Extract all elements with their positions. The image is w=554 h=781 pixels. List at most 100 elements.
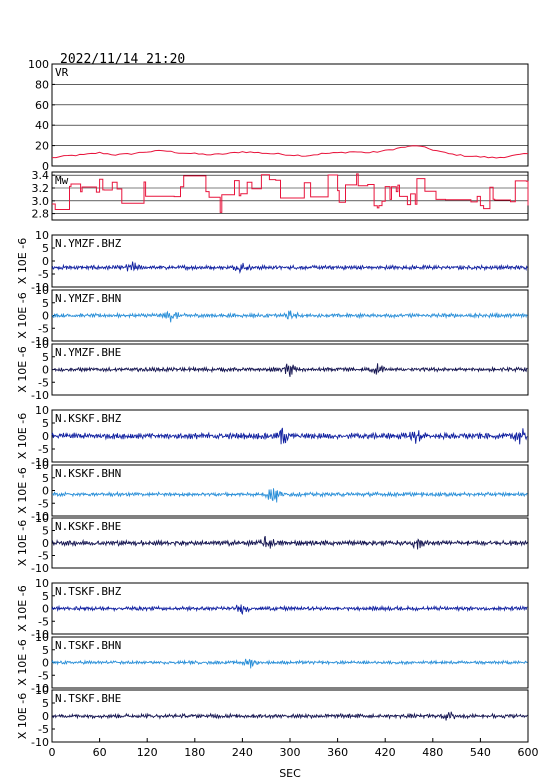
y-tick-label: 40: [35, 119, 49, 132]
x-axis: 0 60 120 180 240 300 360 420 480 540 600: [49, 738, 539, 759]
waveform-line: [51, 604, 528, 615]
y-tick-label: 80: [35, 78, 49, 91]
y-tick-label: 0: [42, 537, 49, 550]
panel-label: VR: [55, 66, 69, 79]
y-tick-label: 3.2: [32, 182, 50, 195]
x-tick-label: 240: [232, 746, 253, 759]
waveform-line: [52, 488, 528, 503]
y-axis-label: X 10E -6: [16, 413, 29, 459]
y-tick-label: -5: [38, 615, 49, 628]
y-tick-label: -10: [31, 628, 49, 641]
y-tick-label: -5: [38, 497, 49, 510]
y-tick-label: 0: [42, 657, 49, 670]
x-axis-label: SEC: [279, 767, 301, 780]
waveform-line: [51, 535, 528, 550]
x-tick-label: 180: [184, 746, 205, 759]
panel-label: N.YMZF.BHZ: [55, 237, 122, 250]
y-tick-label: 0: [42, 485, 49, 498]
y-tick-label: -10: [31, 736, 49, 749]
y-tick-label: -5: [38, 723, 49, 736]
panel-frame: [51, 171, 529, 221]
y-tick-label: 3.0: [32, 195, 50, 208]
y-tick-label: -5: [38, 268, 49, 281]
mw-series-line: [52, 173, 529, 213]
panel-label: Mw: [55, 174, 69, 187]
y-tick-label: 10: [35, 459, 49, 472]
y-tick-label: 5: [42, 590, 49, 603]
waveform-line: [51, 363, 528, 377]
x-tick-label: 540: [470, 746, 491, 759]
y-tick-label: 5: [42, 297, 49, 310]
y-tick-label: 0: [42, 710, 49, 723]
x-tick-label: 420: [375, 746, 396, 759]
x-tick-label: 600: [518, 746, 539, 759]
y-tick-label: -10: [31, 335, 49, 348]
y-tick-label: 0: [42, 160, 49, 173]
panel-label: N.TSKF.BHE: [55, 692, 121, 705]
y-tick-label: 5: [42, 472, 49, 485]
y-tick-label: 10: [35, 404, 49, 417]
x-tick-label: 300: [280, 746, 301, 759]
panel-vr: 0 20 40 60 80 100 VR: [28, 58, 529, 173]
y-tick-label: -5: [38, 443, 49, 456]
y-axis-label: X 10E -6: [16, 346, 29, 392]
x-tick-label: 60: [93, 746, 107, 759]
y-tick-label: 0: [42, 255, 49, 268]
panel-label: N.TSKF.BHZ: [55, 585, 122, 598]
y-axis-label: X 10E -6: [16, 639, 29, 685]
y-tick-label: 0: [42, 430, 49, 443]
y-tick-label: 0: [42, 364, 49, 377]
y-tick-label: -5: [38, 550, 49, 563]
y-tick-label: 0: [42, 310, 49, 323]
x-tick-label: 0: [49, 746, 56, 759]
panel-label: N.YMZF.BHE: [55, 346, 121, 359]
y-axis-label: X 10E -6: [16, 238, 29, 284]
waveform-line: [51, 427, 528, 445]
y-tick-label: -5: [38, 322, 49, 335]
panel-label: N.TSKF.BHN: [55, 639, 121, 652]
vr-series-line: [52, 145, 529, 159]
y-tick-label: -10: [31, 281, 49, 294]
y-tick-label: 10: [35, 229, 49, 242]
waveform-line: [51, 711, 528, 721]
waveform-line: [52, 310, 528, 323]
y-tick-label: 2.8: [32, 208, 50, 221]
panel-frame: [51, 234, 529, 288]
y-tick-label: 10: [35, 512, 49, 525]
waveform-line: [51, 261, 528, 274]
y-tick-label: 5: [42, 242, 49, 255]
y-tick-label: 5: [42, 525, 49, 538]
y-tick-label: -10: [31, 562, 49, 575]
x-tick-label: 120: [137, 746, 158, 759]
y-tick-label: -5: [38, 376, 49, 389]
y-tick-label: 5: [42, 417, 49, 430]
panel-mw: 2.83.03.23.4 Mw: [32, 169, 529, 221]
y-axis-label: X 10E -6: [16, 585, 29, 631]
panel-label: N.KSKF.BHZ: [55, 412, 122, 425]
y-tick-label: 3.4: [32, 169, 50, 182]
y-tick-label: 60: [35, 99, 49, 112]
y-tick-label: 20: [35, 140, 49, 153]
panel-label: N.KSKF.BHN: [55, 467, 121, 480]
y-tick-label: 100: [28, 58, 49, 71]
y-tick-label: -10: [31, 682, 49, 695]
y-tick-label: 0: [42, 603, 49, 616]
waveform-line: [51, 658, 528, 669]
figure-title: 2022/11/14 21:20: [60, 52, 185, 67]
x-tick-label: 480: [422, 746, 443, 759]
y-axis-label: X 10E -6: [16, 467, 29, 513]
y-tick-label: 5: [42, 351, 49, 364]
y-tick-label: -10: [31, 456, 49, 469]
y-tick-label: 10: [35, 284, 49, 297]
